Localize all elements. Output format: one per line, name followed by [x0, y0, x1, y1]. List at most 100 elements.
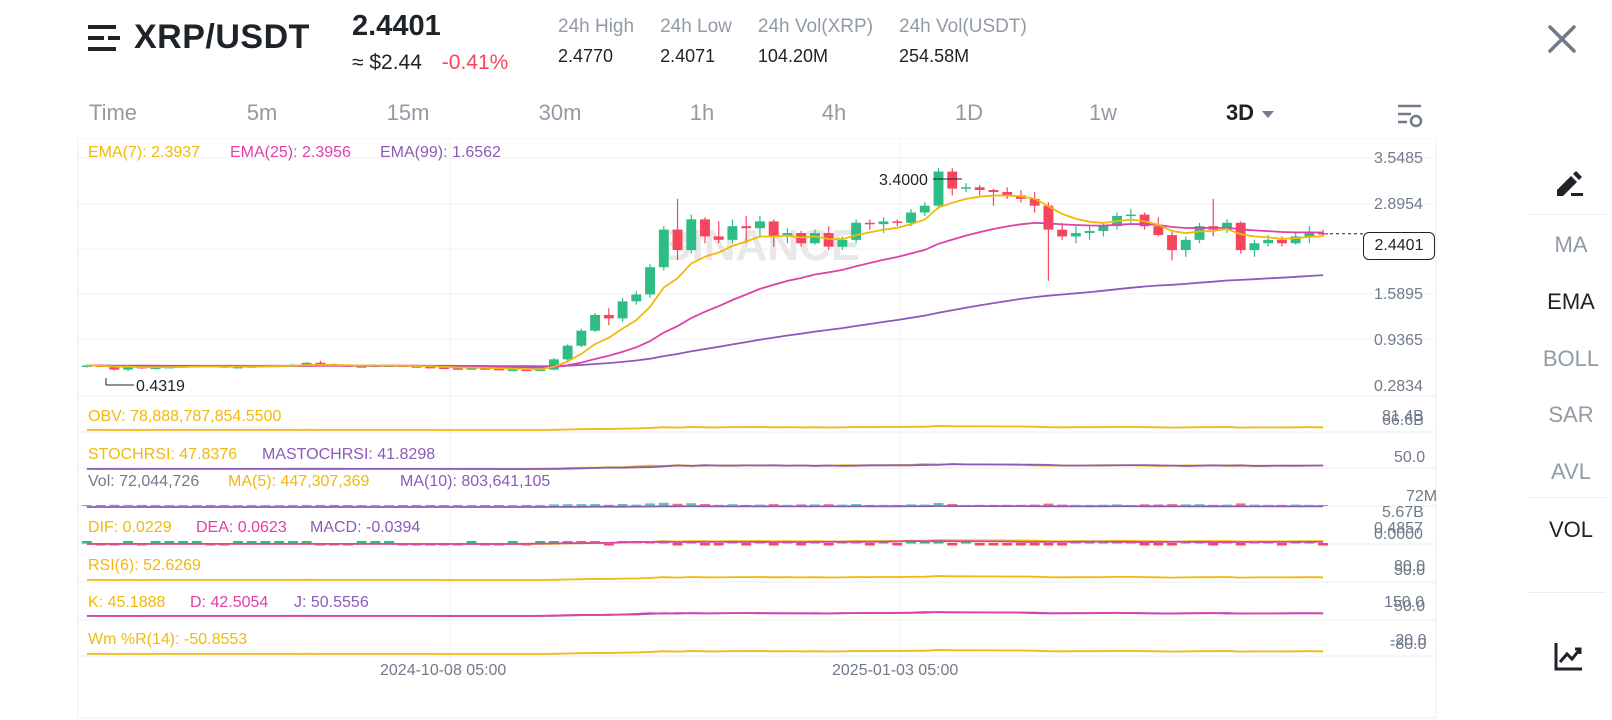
pair-header[interactable]: XRP/USDT	[88, 18, 310, 57]
tab-3d[interactable]: 3D	[1226, 100, 1275, 126]
tab-time[interactable]: Time	[88, 100, 138, 125]
indicator-avl[interactable]: AVL	[1551, 459, 1591, 484]
volume-bar	[658, 502, 669, 506]
candle-body	[741, 226, 752, 229]
wr-line	[86, 649, 1324, 655]
candlestick-chart[interactable]: BINANCE	[0, 138, 1450, 720]
volume-bar	[329, 504, 340, 506]
candle-body	[521, 369, 532, 372]
candle-body	[1002, 192, 1013, 196]
menu-icon[interactable]	[88, 22, 120, 54]
macd-bar	[823, 543, 834, 546]
candle-body	[1153, 226, 1164, 236]
indicator-boll[interactable]: BOLL	[1542, 346, 1600, 371]
ema7-legend: EMA(7): 2.3937	[88, 144, 201, 161]
ema99-legend: EMA(99): 1.6562	[380, 144, 501, 161]
candle-body	[933, 171, 944, 206]
volume-bar	[1263, 504, 1274, 506]
candle-body	[658, 229, 669, 268]
indicator-vol[interactable]: VOL	[1548, 517, 1594, 542]
macd-bar	[287, 541, 298, 544]
macd-bar	[1208, 543, 1219, 546]
indicator-ema[interactable]: EMA	[1547, 289, 1595, 314]
kdj-axis-label: 150.0	[1384, 594, 1425, 611]
volume-bar	[700, 504, 710, 506]
volume-bar	[933, 503, 944, 506]
candle-body	[947, 171, 958, 189]
current-price-tag[interactable]: 2.4401	[1363, 232, 1435, 260]
macd-axis-label: 0.0000	[1374, 526, 1423, 543]
macd-legend: MACD: -0.0394	[310, 519, 421, 536]
volume-bar	[974, 504, 985, 506]
tab-5m[interactable]: 5m	[246, 100, 278, 125]
vol-ma-line	[86, 505, 1324, 508]
indicator-ma[interactable]: MA	[1554, 232, 1588, 257]
vol-axis-label: 5.67B	[1382, 504, 1424, 521]
candle-body	[425, 366, 436, 369]
volume-bar	[466, 504, 477, 506]
ma5-legend: MA(5): 447,307,369	[228, 473, 370, 490]
chart-settings-icon[interactable]	[1397, 102, 1425, 130]
volume-bar	[631, 504, 642, 506]
macd-bar	[1057, 543, 1068, 546]
stat-value: 2.4770	[558, 46, 614, 66]
tab-1h[interactable]: 1h	[689, 100, 715, 125]
volume-bar	[1222, 504, 1232, 506]
pair-title[interactable]: XRP/USDT	[134, 18, 310, 56]
macd-bar	[1167, 543, 1177, 546]
macd-bar	[906, 541, 916, 544]
candle-body	[315, 362, 326, 365]
tab-15m[interactable]: 15m	[386, 100, 430, 125]
dea-legend: DEA: 0.0623	[196, 519, 287, 536]
tab-4h[interactable]: 4h	[821, 100, 847, 125]
current-price-value: 2.4401	[1374, 237, 1424, 254]
dif-legend: DIF: 0.0229	[88, 519, 172, 536]
volume-bar	[645, 503, 655, 506]
tab-1w[interactable]: 1w	[1088, 100, 1118, 125]
candle-body	[1180, 239, 1191, 251]
volume-bar	[837, 504, 848, 506]
volume-bar	[260, 504, 271, 506]
macd-axis-label: 0.4857	[1374, 520, 1423, 537]
macd-bar	[548, 541, 559, 544]
volume-bar	[782, 504, 793, 506]
candle-body	[672, 229, 683, 251]
indicator-chart-icon[interactable]	[1553, 640, 1585, 672]
volume-bar	[1290, 504, 1301, 506]
candle-body	[494, 368, 504, 371]
toolbar-divider	[1528, 214, 1606, 215]
kdj-axis-label: 50.0	[1394, 598, 1426, 615]
candle-body	[507, 369, 518, 372]
candle-body	[548, 359, 559, 370]
approx-usd-line: ≈ $2.44 -0.41%	[352, 51, 508, 75]
volume-bar	[809, 504, 820, 506]
indicator-sar[interactable]: SAR	[1548, 402, 1594, 427]
close-icon[interactable]	[1545, 22, 1579, 56]
price-axis-label: 0.2834	[1374, 378, 1423, 395]
macd-bar	[81, 541, 92, 544]
mastochrsi-line	[86, 463, 1324, 470]
volume-bar	[727, 504, 738, 506]
macd-bar	[672, 543, 683, 546]
stoch-axis-label: 50.0	[1394, 449, 1426, 466]
indicator-panes	[81, 425, 1329, 655]
macd-bar	[301, 541, 312, 544]
candle-body	[603, 314, 614, 319]
volume-bar	[452, 504, 463, 506]
vol-axis-label: 72M	[1406, 488, 1438, 505]
tab-30m[interactable]: 30m	[538, 100, 582, 125]
ema99-line	[86, 274, 1324, 368]
tab-1d[interactable]: 1D	[954, 100, 984, 125]
volume-bar	[768, 504, 779, 506]
candle-body	[576, 330, 587, 346]
macd-bar	[892, 543, 903, 546]
volume-bar	[219, 504, 230, 506]
wr-axis-label: -80.0	[1390, 636, 1427, 653]
volume-bar	[1084, 504, 1095, 506]
obv-axis-label: 66.6B	[1382, 412, 1424, 429]
candle-body	[645, 267, 655, 295]
macd-bar	[356, 541, 367, 544]
volume-bar	[95, 504, 106, 506]
volume-bar	[384, 505, 395, 506]
drawing-pen-icon[interactable]	[1553, 168, 1585, 200]
